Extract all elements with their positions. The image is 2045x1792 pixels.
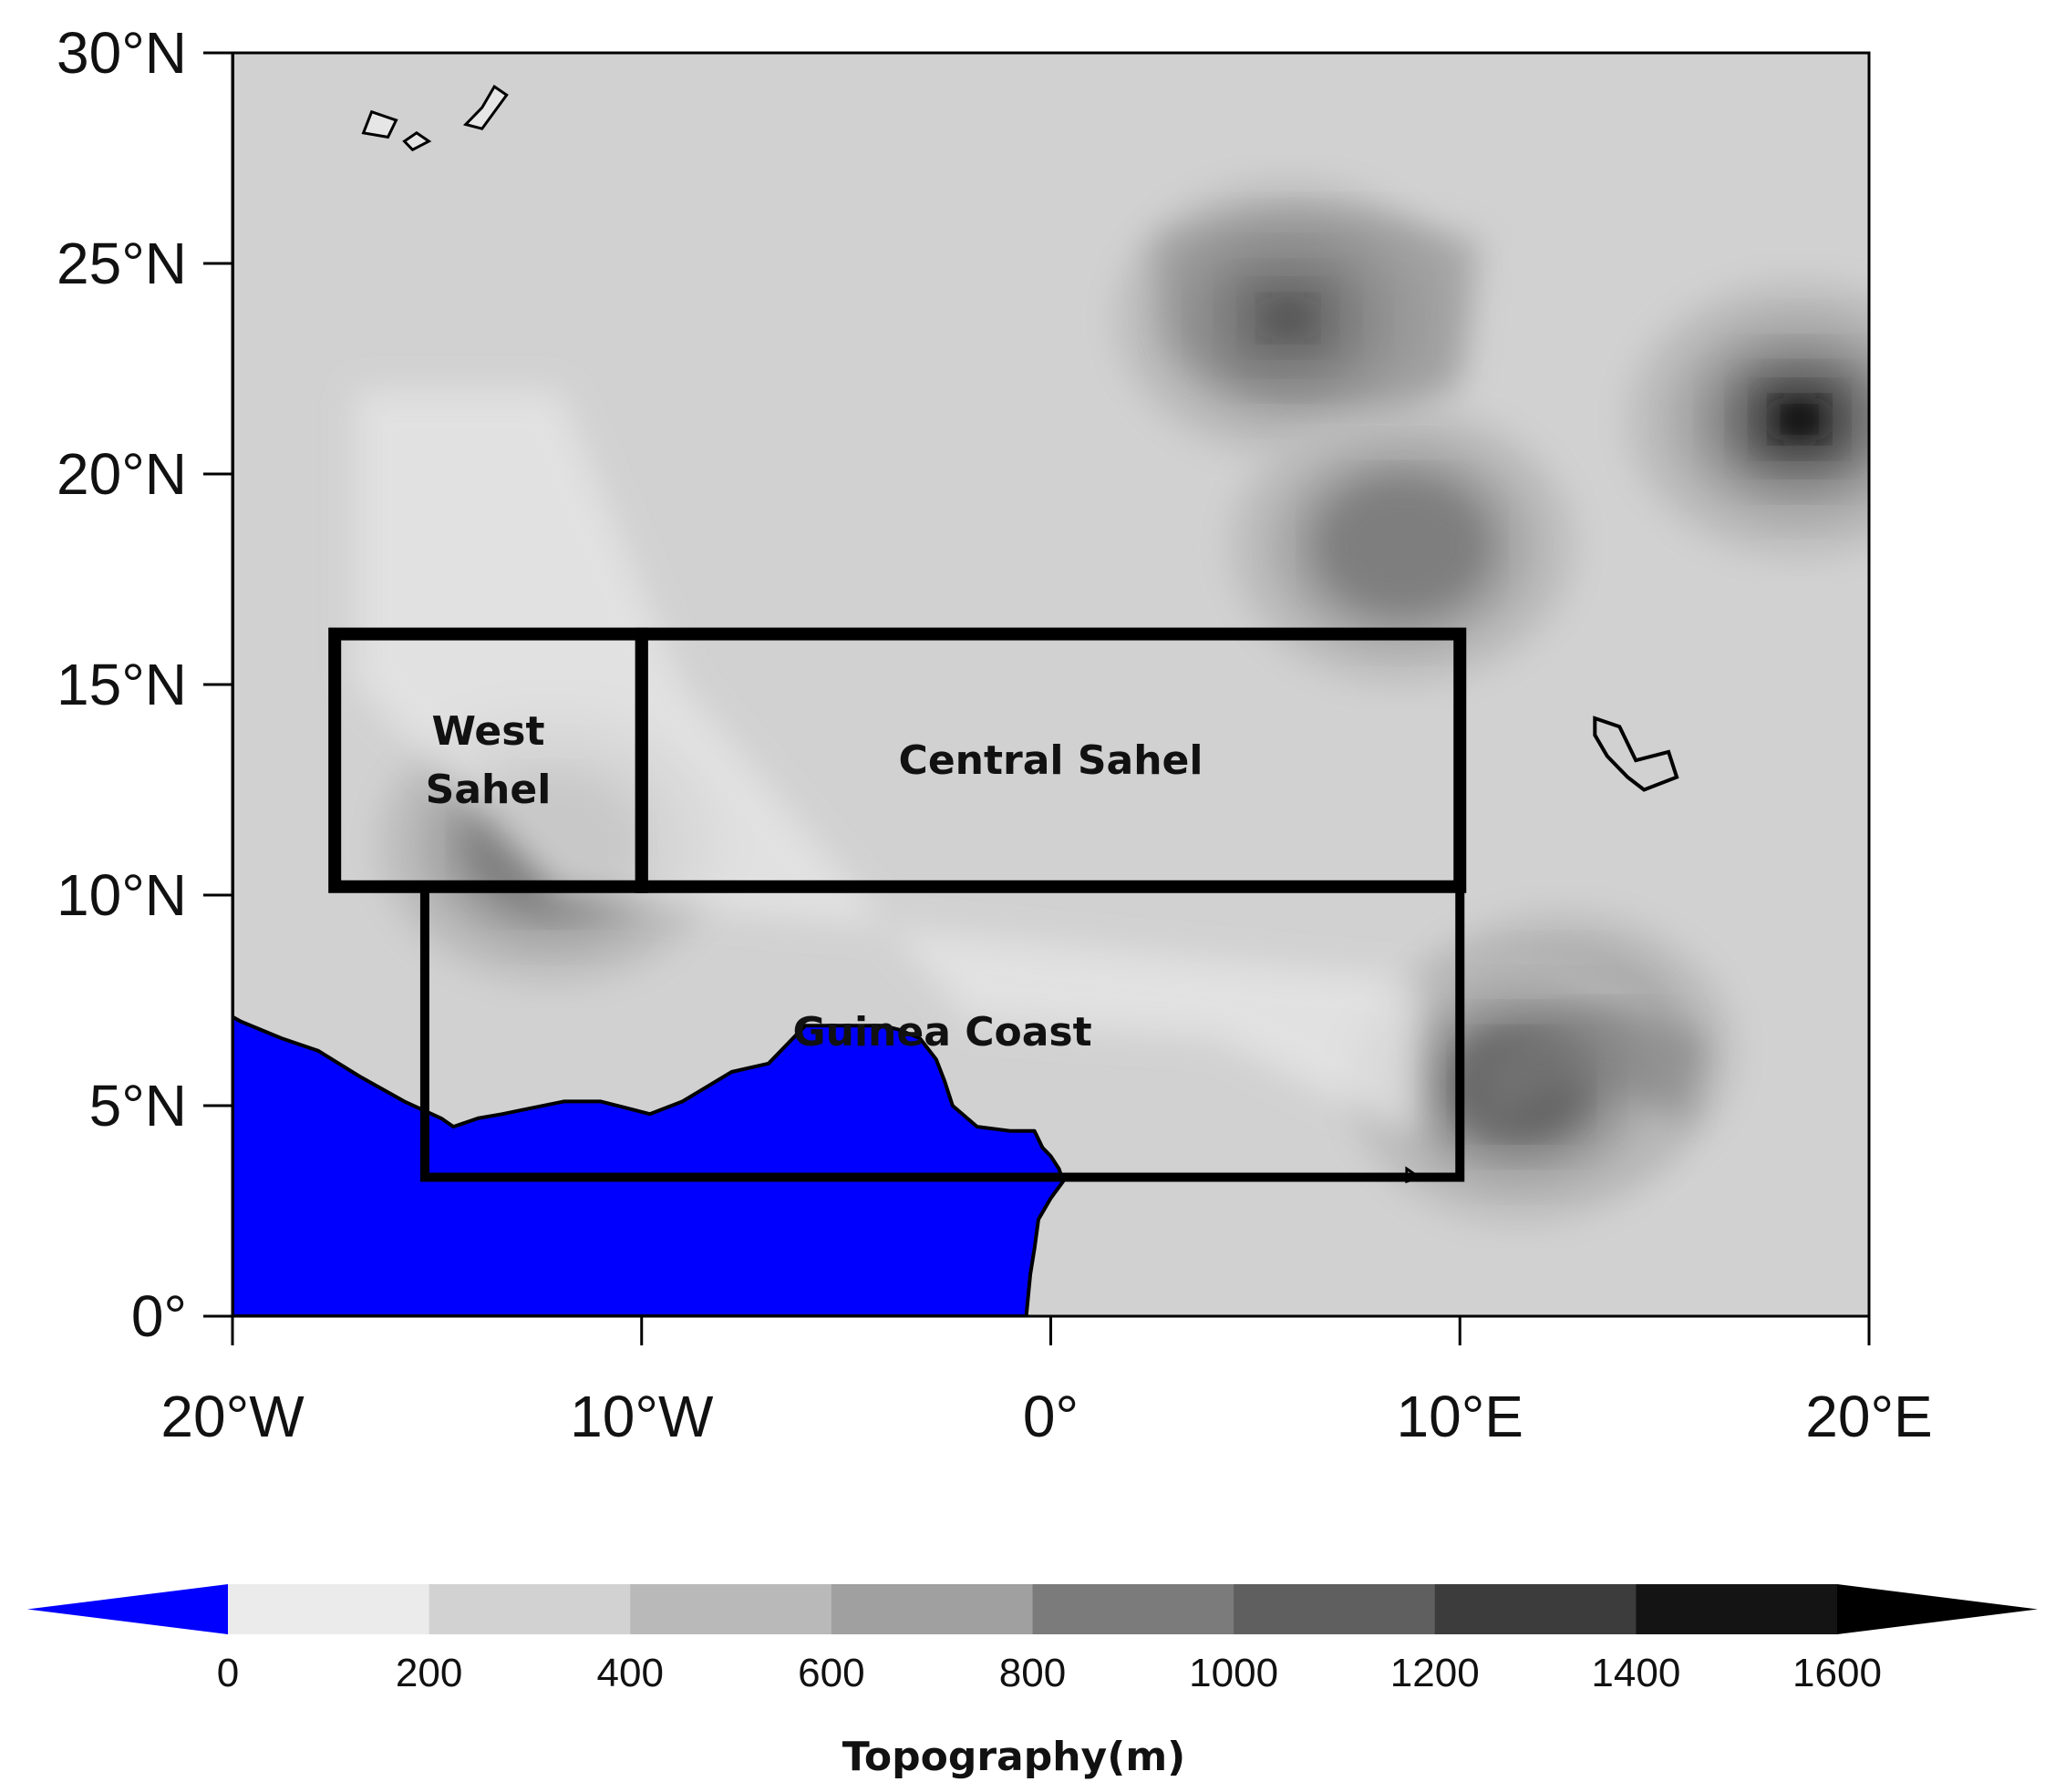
island-1 — [361, 109, 398, 139]
lat-tick-label: 0° — [131, 1283, 187, 1349]
lon-tick-label: 0° — [1023, 1384, 1079, 1449]
colorbar-tick-label: 1400 — [1591, 1651, 1680, 1695]
colorbar-tick-label: 0 — [217, 1651, 239, 1695]
lat-tick-label: 25°N — [57, 231, 187, 296]
highland-tibesti — [1628, 282, 1869, 556]
lon-tick-label: 20°E — [1805, 1384, 1932, 1449]
ocean — [232, 53, 1065, 1316]
colorbar-segment — [228, 1584, 430, 1634]
lon-tick-label: 10°E — [1397, 1384, 1523, 1449]
colorbar-segment — [831, 1584, 1033, 1634]
lowland-coast — [355, 389, 1420, 1139]
region-label-west-sahel: Sahel — [426, 767, 552, 813]
colorbar-segment — [1234, 1584, 1436, 1634]
region-labels: West Sahel Central Sahel Guinea Coast — [426, 708, 1203, 1056]
colorbar-tick-label: 200 — [396, 1651, 462, 1695]
map-panel: West Sahel Central Sahel Guinea Coast — [232, 53, 1869, 1316]
lon-tick-label: 20°W — [160, 1384, 305, 1449]
lake-chad-outline — [1593, 716, 1679, 792]
lon-tick-label: 10°W — [570, 1384, 714, 1449]
colorbar-tick-label: 1000 — [1189, 1651, 1278, 1695]
ridge-cameroon — [1472, 1006, 1706, 1131]
colorbar-title: Topography(m) — [842, 1734, 1186, 1780]
region-label-central-sahel: Central Sahel — [899, 737, 1203, 784]
latitude-labels: 30°N 25°N 20°N 15°N 10°N 5°N 0° — [57, 20, 187, 1349]
region-boxes — [328, 627, 1467, 1182]
colorbar-segment — [1032, 1584, 1234, 1634]
terrain-layer — [355, 181, 1869, 1221]
ridge-ahaggar — [1152, 211, 1481, 404]
colorbar-over-triangle — [1837, 1584, 2038, 1634]
islands — [361, 84, 1422, 1184]
lat-tick-label: 10°N — [57, 862, 187, 928]
lat-tick-label: 20°N — [57, 441, 187, 507]
colorbar-tick-label: 600 — [798, 1651, 864, 1695]
lat-tick-label: 30°N — [57, 20, 187, 86]
highland-air — [1231, 408, 1574, 683]
colorbar-segment — [429, 1584, 631, 1634]
colorbar-tick-label: 1200 — [1390, 1651, 1480, 1695]
colorbar-tick-label: 400 — [597, 1651, 664, 1695]
axis-ticks — [203, 51, 1871, 1345]
longitude-labels: 20°W 10°W 0° 10°E 20°E — [160, 1384, 1932, 1449]
colorbar: 0 200 400 600 800 1000 1200 1400 1600 — [27, 1584, 2038, 1695]
island-2 — [402, 130, 432, 152]
region-label-guinea-coast: Guinea Coast — [793, 1009, 1092, 1056]
colorbar-tick-label: 1600 — [1792, 1651, 1882, 1695]
colorbar-segment — [630, 1584, 832, 1634]
lat-tick-label: 5°N — [89, 1073, 187, 1138]
colorbar-tick-label: 800 — [999, 1651, 1066, 1695]
lat-tick-label: 15°N — [57, 652, 187, 717]
region-box-guinea-coast — [419, 881, 1465, 1182]
colorbar-segment — [1434, 1584, 1637, 1634]
island-3 — [462, 84, 509, 130]
colorbar-under-triangle — [27, 1584, 228, 1634]
colorbar-segment — [1636, 1584, 1838, 1634]
region-label-west-sahel: West — [431, 708, 544, 755]
